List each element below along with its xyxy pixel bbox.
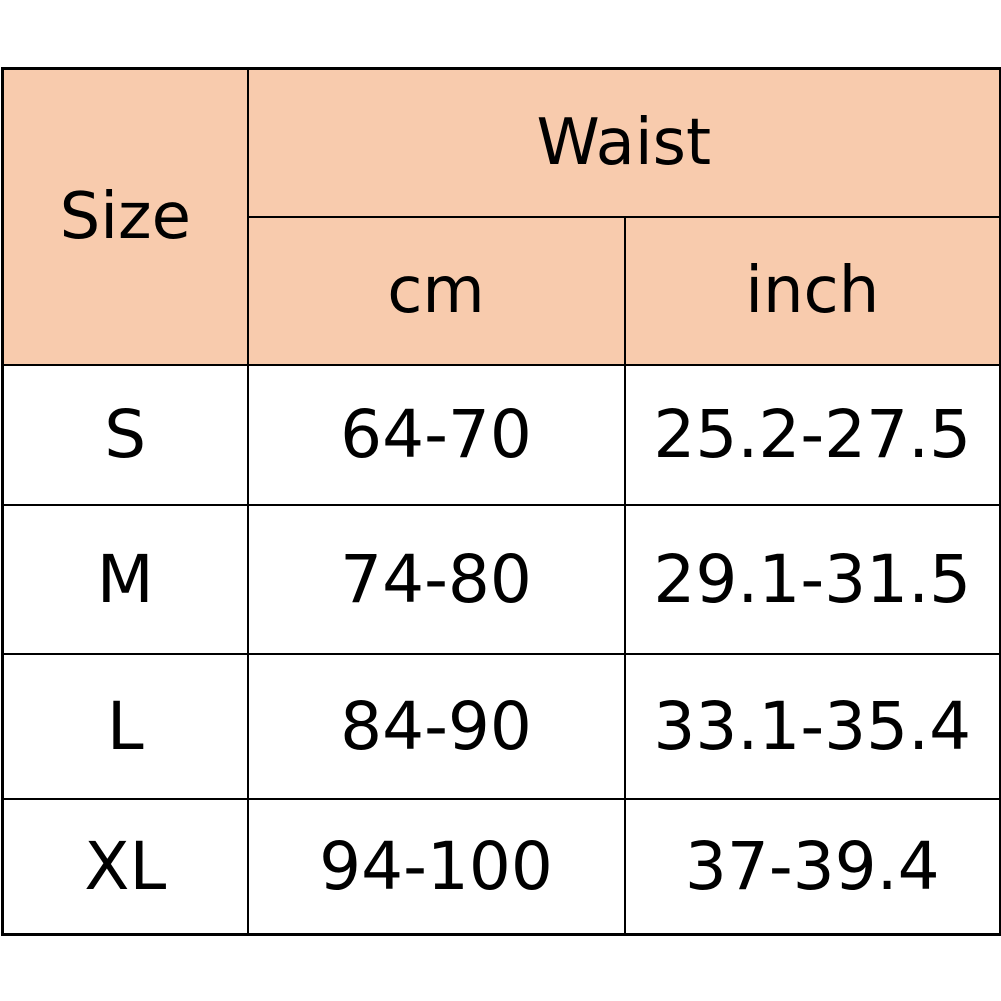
size-chart-table: Size Waist cm inch S 64-70 25.2-27.5 M 7… — [1, 67, 1001, 936]
cm-cell: 84-90 — [246, 652, 626, 800]
size-cell: L — [1, 652, 249, 800]
inch-cell: 29.1-31.5 — [623, 503, 1001, 655]
size-cell: M — [1, 503, 249, 655]
size-cell: XL — [1, 797, 249, 936]
table-row: L 84-90 33.1-35.4 — [1, 652, 1001, 800]
waist-header: Waist — [246, 67, 1001, 218]
inch-cell: 37-39.4 — [623, 797, 1001, 936]
cm-cell: 74-80 — [246, 503, 626, 655]
table-row: S 64-70 25.2-27.5 — [1, 363, 1001, 506]
cm-cell: 94-100 — [246, 797, 626, 936]
size-cell: S — [1, 363, 249, 506]
cm-header: cm — [246, 215, 626, 366]
size-header: Size — [1, 67, 249, 366]
table-row: XL 94-100 37-39.4 — [1, 797, 1001, 936]
inch-header: inch — [623, 215, 1001, 366]
inch-cell: 25.2-27.5 — [623, 363, 1001, 506]
table-row: M 74-80 29.1-31.5 — [1, 503, 1001, 655]
cm-cell: 64-70 — [246, 363, 626, 506]
inch-cell: 33.1-35.4 — [623, 652, 1001, 800]
